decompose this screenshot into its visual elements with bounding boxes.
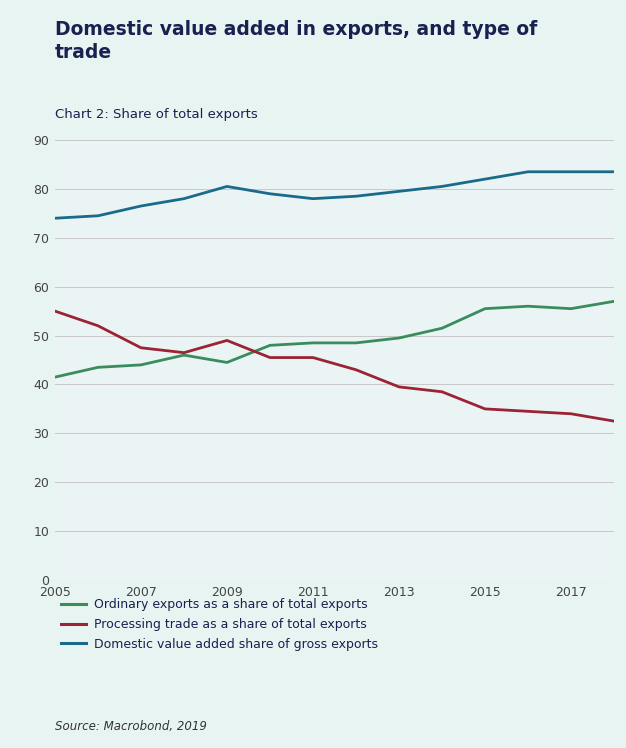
Text: Source: Macrobond, 2019: Source: Macrobond, 2019 xyxy=(55,720,207,733)
Text: Chart 2: Share of total exports: Chart 2: Share of total exports xyxy=(55,108,258,121)
Text: Domestic value added in exports, and type of
trade: Domestic value added in exports, and typ… xyxy=(55,20,537,62)
Legend: Ordinary exports as a share of total exports, Processing trade as a share of tot: Ordinary exports as a share of total exp… xyxy=(61,598,377,651)
